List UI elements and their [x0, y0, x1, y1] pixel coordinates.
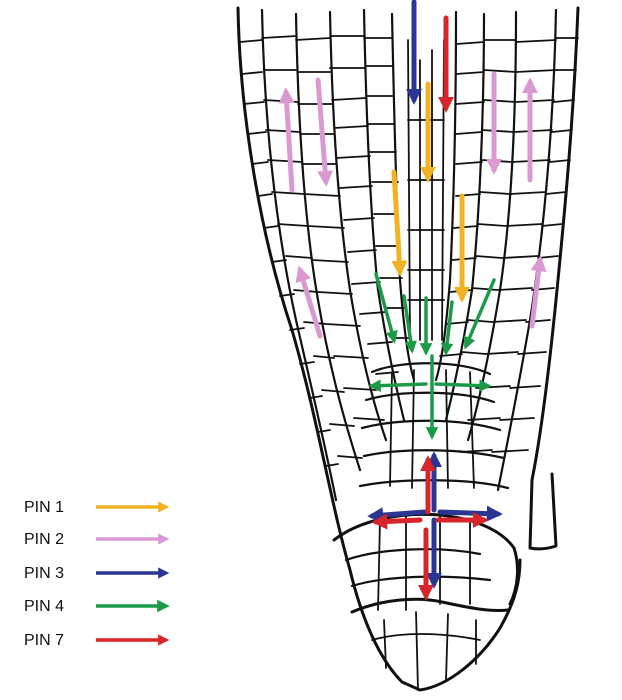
pin2-arrow	[278, 87, 295, 193]
pin4-arrow	[440, 300, 454, 356]
pin1-arrow	[391, 169, 408, 277]
pin7-arrow	[371, 513, 423, 530]
legend-item-pin4: PIN 4	[24, 598, 170, 615]
legend-label: PIN 7	[24, 632, 64, 649]
legend-label: PIN 2	[24, 531, 64, 548]
pin4-arrows	[368, 272, 496, 440]
pin2-arrow	[295, 265, 323, 339]
pin4-arrow	[374, 272, 398, 344]
legend-label: PIN 4	[24, 598, 64, 615]
cell-walls-right-columns	[434, 8, 579, 492]
pin4-arrow	[463, 278, 496, 350]
pin4-arrow	[434, 379, 492, 392]
pin2-arrow	[315, 77, 334, 187]
pin3-arrow	[437, 505, 503, 522]
pin1-arrows	[391, 81, 471, 303]
legend-item-pin3: PIN 3	[24, 565, 170, 582]
pin4-arrow	[402, 294, 417, 354]
cell-walls-central	[344, 39, 510, 691]
legend-label: PIN 1	[24, 499, 64, 516]
legend-label: PIN 3	[24, 565, 64, 582]
legend-item-pin7: PIN 7	[24, 632, 170, 649]
legend: PIN 1 PIN 2 PIN 3 PIN 4 PIN 7	[24, 499, 170, 649]
pin2-arrow	[529, 255, 547, 329]
legend-item-pin1: PIN 1	[24, 499, 170, 516]
legend-item-pin2: PIN 2	[24, 531, 170, 548]
pin4-arrow	[368, 379, 428, 392]
cell-walls-left-columns	[239, 8, 416, 502]
pin7-arrows	[371, 15, 489, 601]
pin3-arrows	[367, 0, 503, 589]
pin2-arrows	[278, 71, 547, 339]
